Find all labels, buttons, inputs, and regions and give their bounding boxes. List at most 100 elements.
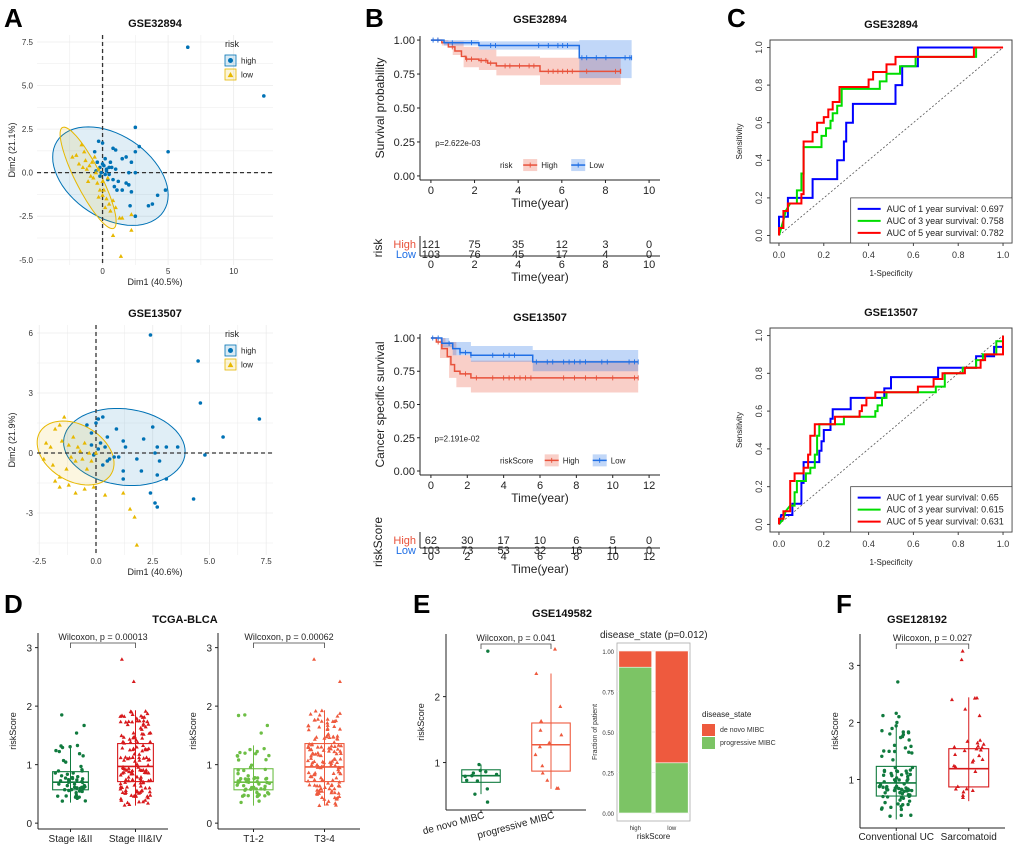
risk-table-count: 0 [646, 249, 652, 261]
data-point [478, 768, 483, 773]
legend-symbol-low [227, 362, 234, 368]
data-point [136, 765, 141, 769]
data-point [255, 749, 259, 754]
legend-label: AUC of 1 year survival: 0.65 [887, 493, 999, 503]
data-point [882, 768, 887, 773]
data-point [897, 715, 901, 719]
data-point [324, 734, 329, 739]
point-high [155, 193, 160, 198]
data-point [65, 783, 70, 788]
data-point [973, 769, 978, 773]
point-high [114, 427, 119, 431]
data-point [246, 774, 250, 778]
x-tick-label: 8 [573, 480, 579, 492]
risk-table-count: 4 [602, 249, 608, 261]
data-point [317, 783, 322, 788]
y-axis-label: Fraction of patient [592, 704, 599, 760]
point-high [103, 156, 107, 161]
point-high [107, 172, 111, 177]
data-point [60, 799, 65, 803]
data-point [143, 798, 148, 802]
data-point [906, 774, 910, 779]
significance-bracket [253, 642, 325, 648]
km-plot-gse32894: GSE32894 0 2 4 6 8 10 0.00 0.25 0.50 0.75 1.00 Time(… [371, 14, 660, 284]
data-point [253, 775, 257, 780]
data-point [127, 802, 132, 806]
data-point [76, 774, 80, 779]
chart-title: TCGA-BLCA [152, 614, 217, 626]
x-axis-label: Time(year) [511, 491, 569, 505]
data-point [893, 779, 898, 784]
data-point [902, 789, 906, 794]
data-point [471, 771, 476, 775]
data-point [305, 758, 310, 763]
data-point [981, 742, 986, 746]
data-point [952, 744, 957, 749]
data-point [255, 779, 259, 784]
data-point [892, 788, 897, 793]
risk-table-count: 75 [468, 239, 480, 251]
y-tick-label: 5.0 [22, 82, 34, 91]
data-point [313, 708, 318, 713]
point-low [100, 179, 105, 183]
data-point [127, 755, 132, 760]
x-tick-label: 5.0 [204, 557, 216, 566]
chart-title: GSE32894 [513, 14, 568, 26]
data-point [312, 759, 317, 764]
data-point [61, 758, 66, 763]
y-tick-label: 0.00 [394, 466, 415, 478]
x-tick-label: -2.5 [32, 557, 46, 566]
point-low [64, 466, 69, 471]
data-point [910, 765, 915, 770]
point-low [93, 450, 99, 455]
chart-title: GSE128192 [887, 614, 947, 626]
risk-table-label: riskScore [371, 517, 385, 567]
data-point [312, 657, 317, 661]
data-point [332, 756, 337, 761]
data-point [242, 768, 246, 773]
data-point [335, 747, 340, 751]
data-point [130, 777, 135, 782]
y-tick-label: 0.50 [394, 400, 415, 412]
boxplot-tcga-blca: TCGA-BLCA 0 1 2 3 riskScore Wilcoxon, p = 0.00… [8, 614, 360, 845]
y-tick-label: -5.0 [19, 256, 33, 265]
roc-curve-3yr [778, 46, 1003, 236]
data-point [336, 767, 341, 772]
risk-table-group-low: Low [396, 545, 416, 557]
point-high [133, 149, 138, 154]
chart-title: GSE13507 [128, 308, 182, 320]
data-point [263, 767, 267, 772]
point-high [133, 125, 138, 130]
data-point [318, 775, 323, 780]
point-high [107, 165, 111, 170]
risk-table-count: 17 [498, 535, 510, 547]
y-tick-label: 2.5 [22, 125, 34, 134]
data-point [140, 788, 145, 792]
risk-table-count: 0 [646, 535, 652, 547]
point-high [155, 445, 160, 449]
panel-label-c: C [727, 3, 746, 33]
data-point [243, 777, 248, 781]
data-point [335, 714, 340, 718]
y-tick-label: 1.00 [394, 35, 415, 47]
data-point [312, 737, 317, 741]
x-tick-label: 0 [100, 267, 105, 276]
data-point [267, 753, 271, 758]
data-point [57, 749, 62, 754]
data-point [138, 775, 143, 779]
data-point [144, 755, 149, 759]
legend-title: risk [225, 39, 239, 49]
ci-band-low [430, 40, 632, 79]
data-point [892, 749, 897, 754]
point-low [74, 152, 79, 157]
legend-label: high [241, 57, 256, 66]
data-point [130, 768, 135, 773]
data-point [331, 771, 336, 776]
point-low [87, 450, 92, 455]
point-low [88, 173, 93, 178]
point-low [66, 442, 71, 447]
data-point [879, 807, 884, 811]
data-point [475, 779, 480, 783]
data-point [130, 712, 135, 717]
